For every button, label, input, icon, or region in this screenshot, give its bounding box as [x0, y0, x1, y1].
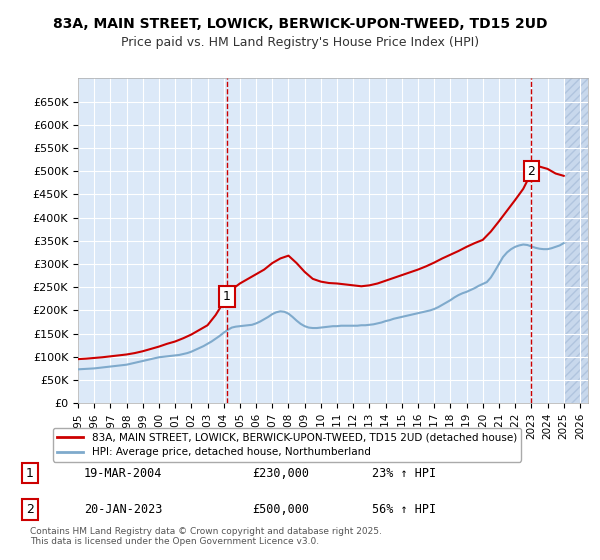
- Text: £230,000: £230,000: [252, 466, 309, 480]
- Text: £500,000: £500,000: [252, 503, 309, 516]
- Text: 2: 2: [26, 503, 34, 516]
- Text: 20-JAN-2023: 20-JAN-2023: [84, 503, 163, 516]
- Bar: [564, 78, 588, 403]
- Text: Price paid vs. HM Land Registry's House Price Index (HPI): Price paid vs. HM Land Registry's House …: [121, 36, 479, 49]
- Text: Contains HM Land Registry data © Crown copyright and database right 2025.
This d: Contains HM Land Registry data © Crown c…: [30, 526, 382, 546]
- Text: 23% ↑ HPI: 23% ↑ HPI: [372, 466, 436, 480]
- Text: 2: 2: [527, 165, 535, 178]
- Text: 1: 1: [223, 290, 231, 303]
- Text: 19-MAR-2004: 19-MAR-2004: [84, 466, 163, 480]
- Text: 83A, MAIN STREET, LOWICK, BERWICK-UPON-TWEED, TD15 2UD: 83A, MAIN STREET, LOWICK, BERWICK-UPON-T…: [53, 17, 547, 31]
- Legend: 83A, MAIN STREET, LOWICK, BERWICK-UPON-TWEED, TD15 2UD (detached house), HPI: Av: 83A, MAIN STREET, LOWICK, BERWICK-UPON-T…: [53, 428, 521, 461]
- Text: 1: 1: [26, 466, 34, 480]
- Text: 56% ↑ HPI: 56% ↑ HPI: [372, 503, 436, 516]
